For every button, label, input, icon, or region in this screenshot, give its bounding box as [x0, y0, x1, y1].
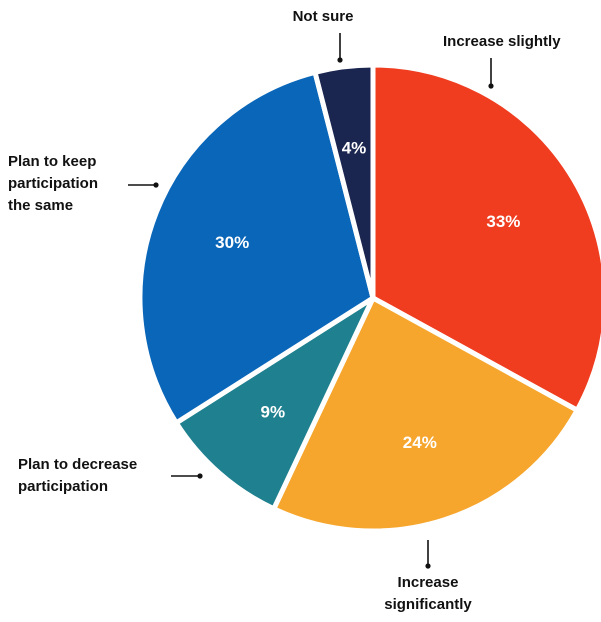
leader-dot-plan-to-keep-participation-the-same [153, 182, 159, 188]
leader-dot-increase-slightly [488, 83, 494, 89]
leader-lines [128, 33, 494, 569]
category-label-line: Plan to decrease [18, 456, 137, 473]
leader-dot-increase-significantly [425, 563, 431, 569]
category-label-line: Increase slightly [443, 33, 561, 50]
pie-slice-plan-to-keep-participation-the-same [137, 69, 376, 426]
percent-labels: 33% 24% 9% 30% 4% [215, 139, 520, 452]
category-label-plan-to-decrease-participation: Plan to decrease participation [18, 456, 137, 495]
leader-dot-not-sure [337, 57, 343, 63]
category-label-increase-slightly: Increase slightly [443, 33, 561, 50]
category-label-not-sure: Not sure [293, 8, 354, 25]
category-label-plan-to-keep-participation-the-same: Plan to keep participation the same [8, 153, 98, 214]
percent-label-plan-to-decrease-participation: 9% [261, 403, 286, 422]
pie-slice-plan-to-decrease-participation [173, 295, 376, 512]
category-label-line: Increase [398, 574, 459, 591]
category-label-line: Plan to keep [8, 153, 96, 170]
pie-slice-increase-slightly [370, 62, 601, 413]
percent-label-plan-to-keep-participation-the-same: 30% [215, 233, 249, 252]
category-label-line: participation [18, 478, 108, 495]
pie-slice-not-sure [312, 62, 376, 301]
pie-slices [137, 62, 601, 534]
category-label-increase-significantly: Increase significantly [384, 574, 472, 613]
category-label-line: participation [8, 175, 98, 192]
percent-label-increase-significantly: 24% [403, 433, 437, 452]
leader-dot-plan-to-decrease-participation [197, 473, 203, 479]
percent-label-increase-slightly: 33% [486, 212, 520, 231]
category-label-line: the same [8, 197, 73, 214]
percent-label-not-sure: 4% [342, 139, 367, 158]
category-label-line: Not sure [293, 8, 354, 25]
category-label-line: significantly [384, 596, 472, 613]
pie-slice-increase-significantly [271, 295, 580, 534]
category-labels: Increase slightly Increase significantly Pl… [8, 8, 561, 613]
